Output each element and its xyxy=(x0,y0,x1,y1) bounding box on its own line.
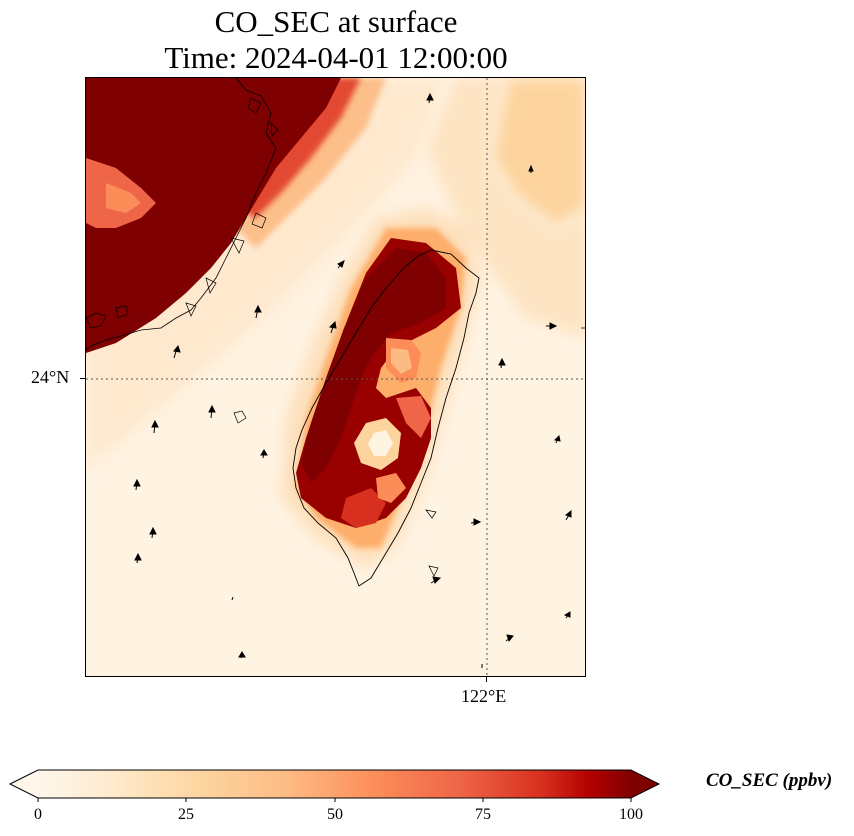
colorbar-tick-0: 0 xyxy=(34,806,42,823)
colorbar-gradient xyxy=(8,769,661,802)
colorbar xyxy=(8,768,663,802)
field-mainland-halo xyxy=(86,78,446,468)
map-subtitle-time: Time: 2024-04-01 12:00:00 xyxy=(164,40,508,75)
colorbar-extend-high xyxy=(631,770,659,798)
concentration-map xyxy=(86,78,585,676)
map-title: CO_SEC at surface xyxy=(214,4,458,39)
lat-tick-label: 24°N xyxy=(31,367,70,387)
lat-tick-mark xyxy=(80,378,85,379)
colorbar-tick-50: 50 xyxy=(327,806,343,823)
map-panel xyxy=(85,77,586,677)
lon-tick-mark xyxy=(486,677,487,682)
coastline-mainland xyxy=(86,78,277,351)
wind-vectors xyxy=(133,92,572,668)
lon-tick-label: 122°E xyxy=(461,686,507,706)
colorbar-tick-100: 100 xyxy=(619,806,643,823)
field-mainland-core xyxy=(86,78,341,353)
colorbar-extend-low xyxy=(10,770,38,798)
colorbar-label: CO_SEC (ppbv) xyxy=(706,770,833,791)
colorbar-tick-25: 25 xyxy=(178,806,194,823)
colorbar-tick-75: 75 xyxy=(475,806,491,823)
coastline-taiwan xyxy=(292,249,480,587)
field-northeast-plume xyxy=(491,78,585,228)
